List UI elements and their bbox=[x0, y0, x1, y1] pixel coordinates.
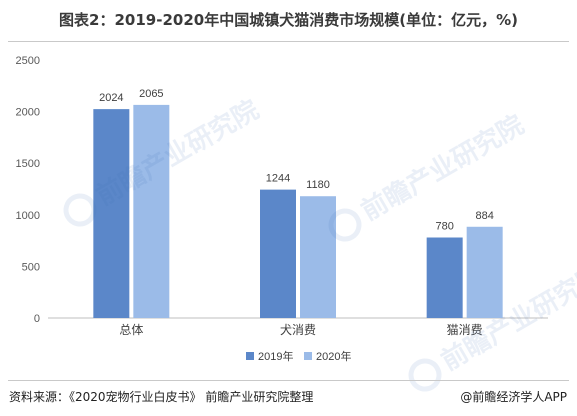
y-tick-label: 1500 bbox=[16, 158, 40, 170]
bar-value-label: 2065 bbox=[139, 88, 163, 100]
footer: 资料来源：《2020宠物行业白皮书》 前瞻产业研究院整理 @前瞻经济学人APP bbox=[0, 384, 577, 410]
bar-value-label: 1244 bbox=[266, 173, 290, 185]
x-category-label: 总体 bbox=[119, 323, 143, 337]
bar-value-label: 884 bbox=[475, 210, 493, 222]
bar-chart: 0 500 1000 1500 2000 2500 2024 2065 总体 1244 1180 犬消… bbox=[16, 55, 548, 363]
legend-label: 2019年 bbox=[258, 349, 293, 363]
legend-swatch bbox=[246, 352, 254, 360]
footer-divider bbox=[8, 380, 569, 381]
bar-2019 bbox=[260, 189, 296, 318]
bar-value-label: 780 bbox=[435, 221, 453, 233]
y-tick-label: 2000 bbox=[16, 107, 40, 119]
chart-title: 图表2：2019-2020年中国城镇犬猫消费市场规模(单位：亿元，%) bbox=[59, 11, 518, 29]
bar-2019 bbox=[426, 237, 463, 318]
y-tick-label: 0 bbox=[34, 313, 40, 325]
legend-swatch bbox=[304, 352, 312, 360]
x-category-label: 猫消费 bbox=[447, 323, 483, 337]
bar-value-label: 1180 bbox=[306, 179, 330, 191]
y-tick-label: 1000 bbox=[16, 210, 40, 222]
bar-value-label: 2024 bbox=[99, 92, 123, 104]
brand-credit: @前瞻经济学人APP bbox=[460, 390, 567, 404]
source-note: 资料来源：《2020宠物行业白皮书》 前瞻产业研究院整理 bbox=[9, 390, 314, 404]
bar-2019 bbox=[93, 109, 130, 318]
y-tick-label: 500 bbox=[22, 261, 40, 273]
legend-label: 2020年 bbox=[316, 349, 351, 363]
title-divider bbox=[8, 41, 569, 42]
bar-2020 bbox=[300, 196, 336, 318]
x-category-label: 犬消费 bbox=[280, 323, 316, 337]
bar-2020 bbox=[466, 226, 503, 318]
chart-area: 0 500 1000 1500 2000 2500 2024 2065 总体 1244 1180 犬消… bbox=[0, 42, 577, 380]
y-tick-label: 2500 bbox=[16, 55, 40, 67]
bar-2020 bbox=[133, 104, 170, 318]
